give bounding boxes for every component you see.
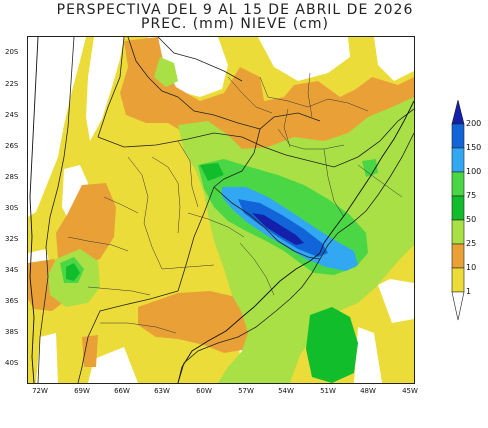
- legend-swatch-75: [451, 171, 465, 197]
- legend-colorbar: [451, 100, 465, 321]
- precip-zone-75mm: [66, 163, 358, 383]
- lon-label-60w: 60W: [196, 387, 212, 395]
- lon-label-69w: 69W: [74, 387, 90, 395]
- lat-label-24s: 24S: [5, 111, 19, 119]
- legend-swatch-150: [451, 123, 465, 149]
- lon-label-48w: 48W: [360, 387, 376, 395]
- lat-label-40s: 40S: [5, 359, 19, 367]
- legend-label-50: 50: [466, 215, 477, 224]
- lat-label-34s: 34S: [5, 266, 19, 274]
- lon-label-51w: 51W: [320, 387, 336, 395]
- precipitation-map: [27, 36, 415, 384]
- legend-swatch-25: [451, 219, 465, 245]
- lon-label-45w: 45W: [402, 387, 418, 395]
- lat-label-32s: 32S: [5, 235, 19, 243]
- legend-label-150: 150: [466, 143, 482, 152]
- legend-swatch-100: [451, 147, 465, 173]
- legend-swatch-1: [451, 267, 465, 293]
- precip-legend: 200 150 100 75 50 25 10 1: [450, 100, 488, 326]
- lat-label-20s: 20S: [5, 48, 19, 56]
- legend-swatch-below-1: [451, 291, 465, 321]
- lon-label-66w: 66W: [114, 387, 130, 395]
- legend-swatch-200-up: [451, 100, 465, 125]
- map-canvas: [28, 37, 414, 383]
- coastline: [29, 37, 414, 383]
- map-subtitle: PREC. (mm) NIEVE (cm): [141, 16, 329, 32]
- lat-label-30s: 30S: [5, 204, 19, 212]
- map-title: PERSPECTIVA DEL 9 AL 15 DE ABRIL DE 2026: [56, 2, 414, 18]
- legend-label-1: 1: [466, 287, 472, 296]
- lon-label-57w: 57W: [238, 387, 254, 395]
- lon-label-54w: 54W: [278, 387, 294, 395]
- legend-label-75: 75: [466, 191, 477, 200]
- precip-zone-200mm: [252, 213, 304, 245]
- legend-label-200: 200: [466, 119, 482, 128]
- legend-swatch-50: [451, 195, 465, 221]
- legend-label-100: 100: [466, 167, 482, 176]
- lat-label-22s: 22S: [5, 80, 19, 88]
- lat-label-36s: 36S: [5, 297, 19, 305]
- legend-swatch-10: [451, 243, 465, 269]
- lat-label-38s: 38S: [5, 328, 19, 336]
- lat-label-26s: 26S: [5, 142, 19, 150]
- legend-label-25: 25: [466, 239, 477, 248]
- lat-label-28s: 28S: [5, 173, 19, 181]
- legend-label-10: 10: [466, 263, 477, 272]
- province-borders: [67, 72, 403, 334]
- lon-label-72w: 72W: [32, 387, 48, 395]
- lon-label-63w: 63W: [154, 387, 170, 395]
